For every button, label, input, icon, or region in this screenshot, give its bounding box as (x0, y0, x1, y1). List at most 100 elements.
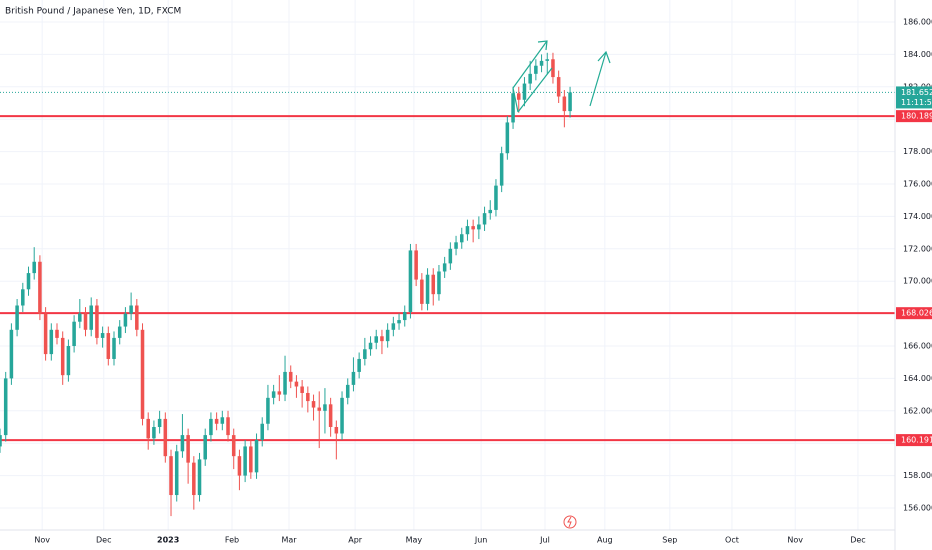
candle-body (568, 92, 572, 112)
candle-body (209, 418, 213, 436)
candle-body (477, 224, 481, 230)
x-tick-label: 2023 (157, 536, 179, 545)
y-tick-label: 164.000 (903, 374, 932, 383)
candle-body (385, 329, 390, 342)
x-tick-label: Sep (662, 536, 677, 545)
candle-body (152, 427, 156, 439)
y-tick-label: 162.000 (903, 406, 932, 415)
y-tick-label: 176.000 (903, 179, 932, 188)
y-tick-label: 166.000 (903, 342, 932, 351)
candle-body (380, 336, 384, 342)
candle-body (180, 435, 185, 452)
candle-body (437, 271, 441, 295)
candle-body (220, 417, 225, 424)
x-tick-label: Dec (850, 536, 865, 545)
level-label: 180.189 (901, 112, 932, 121)
candle-body (95, 305, 99, 338)
candle-body (334, 427, 339, 434)
candle-body (186, 435, 190, 463)
candle-body (311, 401, 316, 408)
candle-body (38, 261, 42, 314)
candle-body (414, 250, 418, 280)
candle-body (516, 93, 521, 100)
x-tick-label: Feb (225, 536, 239, 545)
candle-body (271, 391, 276, 398)
candle-body (112, 337, 116, 359)
event-icon-bolt (567, 516, 572, 528)
candle-body (72, 321, 76, 347)
candle-body (100, 333, 105, 338)
candle-body (66, 346, 71, 376)
candle-body (49, 329, 54, 355)
candle-body (55, 329, 59, 338)
candle-body (340, 397, 344, 434)
candle-body (140, 329, 145, 419)
level-label: 168.026 (901, 309, 932, 318)
x-tick-label: Mar (281, 536, 297, 545)
candle-body (471, 226, 475, 230)
x-tick-label: Apr (348, 536, 363, 545)
y-tick-label: 184.000 (903, 50, 932, 59)
candle-body (459, 234, 464, 243)
candle-body (123, 313, 128, 327)
arrow-head (597, 50, 611, 64)
arrow-head (537, 40, 548, 51)
candle-body (146, 418, 150, 439)
candle-body (494, 185, 498, 210)
x-tick-label: Nov (787, 536, 803, 545)
candle-body (551, 59, 555, 78)
candle-body (522, 83, 527, 100)
y-tick-label: 158.000 (903, 471, 932, 480)
candle-body (408, 250, 413, 312)
candle-body (539, 60, 544, 66)
candle-body (226, 417, 230, 436)
candle-body (391, 323, 396, 330)
drawings (512, 40, 611, 113)
candle-body (169, 456, 173, 496)
candle-body (3, 378, 8, 436)
level-label-box (896, 434, 932, 447)
candle-body (157, 418, 162, 428)
channel-line (512, 40, 548, 89)
candle-body (511, 93, 515, 123)
y-tick-label: 174.000 (903, 212, 932, 221)
x-tick-label: May (406, 536, 423, 545)
x-tick-label: Aug (597, 536, 613, 545)
candles (0, 52, 572, 517)
candle-body (402, 311, 407, 321)
y-tick-label: 170.000 (903, 277, 932, 286)
candle-body (254, 439, 259, 473)
axes: 156.000158.000160.000162.000164.000166.0… (34, 17, 932, 545)
event-icon[interactable] (563, 515, 577, 529)
grid (0, 0, 895, 530)
candle-body (266, 397, 270, 424)
candle-body (488, 209, 493, 214)
candle-body (431, 274, 436, 295)
candle-body (306, 392, 310, 402)
candle-body (300, 386, 304, 393)
candle-body (283, 371, 287, 395)
candle-body (9, 329, 14, 379)
x-tick-label: Oct (725, 536, 739, 545)
candle-body (351, 371, 356, 385)
y-tick-label: 186.000 (903, 17, 932, 26)
candle-body (448, 248, 453, 264)
candle-body (203, 435, 207, 460)
last-price-box (896, 86, 932, 109)
candle-body (317, 407, 322, 411)
candle-body (562, 96, 567, 112)
candle-body (43, 313, 48, 355)
channel-line (512, 87, 519, 113)
level-label-box (896, 307, 932, 320)
candle-body (363, 349, 367, 359)
levels (0, 91, 895, 442)
candle-body (454, 242, 458, 249)
candle-body (482, 213, 487, 225)
candle-body (214, 418, 219, 424)
candle-body (237, 456, 242, 476)
candle-body (21, 289, 25, 306)
x-tick-label: Jun (474, 536, 488, 545)
candle-body (163, 418, 168, 457)
